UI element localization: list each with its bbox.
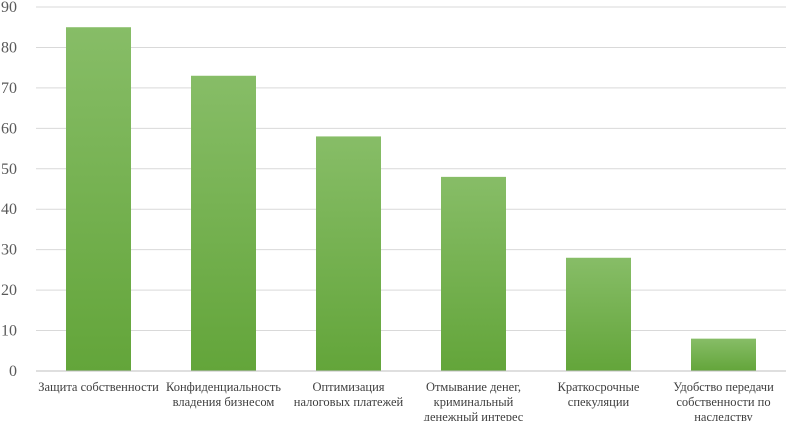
category-label-line: владения бизнесом xyxy=(173,395,275,409)
category-label-line: Краткосрочные xyxy=(558,380,640,394)
category-label-line: наследству xyxy=(694,410,753,421)
category-label-line: криминальный xyxy=(434,395,514,409)
y-tick-label: 50 xyxy=(1,161,17,178)
y-tick-label: 10 xyxy=(1,323,17,340)
y-tick-label: 30 xyxy=(1,242,17,259)
category-label-line: Конфиденциальность xyxy=(166,380,281,394)
category-label-line: денежный интерес xyxy=(424,410,524,421)
y-tick-label: 60 xyxy=(1,120,17,137)
category-label: Защита собственности xyxy=(38,380,159,394)
category-label-line: налоговых платежей xyxy=(294,395,404,409)
category-label-line: Защита собственности xyxy=(38,380,159,394)
category-label-line: Оптимизация xyxy=(312,380,384,394)
bar-3 xyxy=(316,136,381,371)
bar-1 xyxy=(66,27,131,371)
category-label-line: спекуляции xyxy=(568,395,630,409)
y-tick-label: 0 xyxy=(9,363,17,380)
category-label: Отмывание денег, криминальный денежный инт… xyxy=(424,380,524,421)
y-axis-ticks: 0 10 20 30 40 50 60 70 80 90 xyxy=(1,0,17,380)
category-label-line: Удобство передачи xyxy=(673,380,774,394)
category-label-line: Отмывание денег, xyxy=(426,380,521,394)
category-label-line: собственности по xyxy=(676,395,770,409)
category-label: Конфиденциальность владения бизнесом xyxy=(166,380,281,409)
category-label: Оптимизация налоговых платежей xyxy=(294,380,404,409)
bar-2 xyxy=(191,75,256,371)
category-label: Краткосрочные спекуляции xyxy=(558,380,640,409)
y-tick-label: 40 xyxy=(1,201,17,218)
category-label: Удобство передачи собственности по наследс… xyxy=(673,380,774,421)
y-tick-label: 70 xyxy=(1,80,17,97)
bar-5 xyxy=(566,257,631,371)
bar-6 xyxy=(691,338,756,371)
y-tick-label: 80 xyxy=(1,39,17,56)
category-labels: Защита собственности Конфиденциальность вл… xyxy=(38,380,774,421)
y-tick-label: 90 xyxy=(1,0,17,16)
y-tick-label: 20 xyxy=(1,282,17,299)
bar-4 xyxy=(441,176,506,371)
bars xyxy=(66,27,756,371)
gridlines xyxy=(36,6,786,332)
